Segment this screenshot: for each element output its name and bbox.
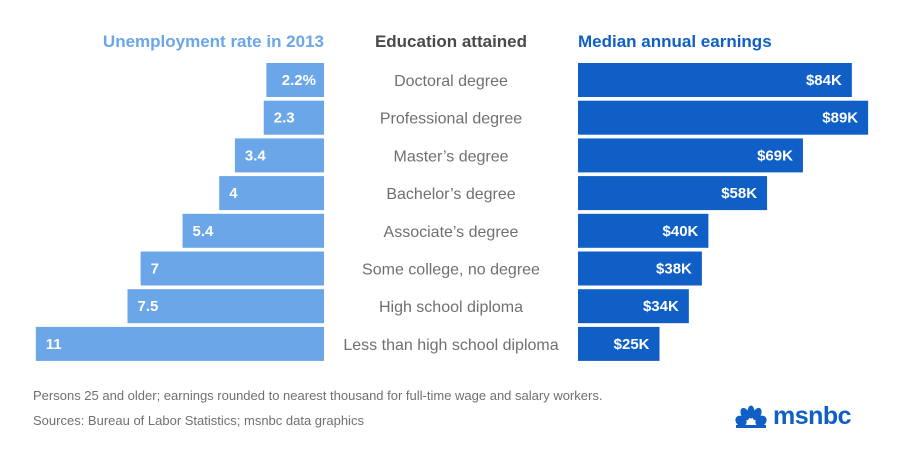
category-label: Professional degree [380,111,522,128]
unemployment-bar [35,326,325,361]
earnings-label: $84K [806,72,842,89]
earnings-bar [578,63,852,97]
earnings-label: $89K [822,110,858,127]
category-label: Doctoral degree [394,73,508,90]
unemployment-bar [234,138,324,173]
category-label: Some college, no degree [362,262,540,279]
unemployment-bar [140,251,324,286]
unemployment-bar [127,289,324,324]
earnings-bar [578,213,709,248]
earnings-bar [578,100,869,135]
unemployment-label: 7.5 [138,298,159,315]
sources-note: Sources: Bureau of Labor Statistics; msn… [33,413,364,428]
right-header: Median annual earnings [578,32,772,51]
earnings-bar [578,251,702,286]
chart-rows: 2.2% Doctoral degree $84K 2.3 Professional d… [35,63,869,361]
unemployment-label: 4 [229,185,238,202]
earnings-label: $58K [721,185,757,202]
unemployment-label: 2.3 [274,110,295,127]
unemployment-label: 7 [151,261,159,278]
logo-text: msnbc [773,402,852,430]
unemployment-label: 11 [46,336,62,353]
earnings-label: $40K [663,223,699,240]
peacock-icon [735,405,767,428]
unemployment-bar [263,100,324,135]
earnings-label: $34K [643,298,679,315]
footnote: Persons 25 and older; earnings rounded t… [33,388,603,403]
earnings-label: $25K [614,336,650,353]
unemployment-bar [266,63,324,97]
msnbc-logo: msnbc [733,402,852,431]
unemployment-label: 2.2% [282,72,316,89]
category-label: Associate’s degree [384,224,519,241]
category-label: Less than high school diploma [343,337,558,354]
left-header: Unemployment rate in 2013 [103,32,324,51]
earnings-bar [578,326,660,361]
earnings-bar [578,138,803,173]
unemployment-bar [182,213,324,248]
category-label: Master’s degree [393,148,508,165]
earnings-bar [578,176,768,211]
unemployment-bar [219,176,324,211]
earnings-label: $69K [757,147,793,164]
unemployment-label: 3.4 [245,147,267,164]
earnings-bar [578,289,689,324]
earnings-label: $38K [656,261,692,278]
center-header: Education attained [375,32,527,51]
unemployment-label: 5.4 [193,223,215,240]
category-label: Bachelor’s degree [386,186,515,203]
category-label: High school diploma [379,299,523,316]
